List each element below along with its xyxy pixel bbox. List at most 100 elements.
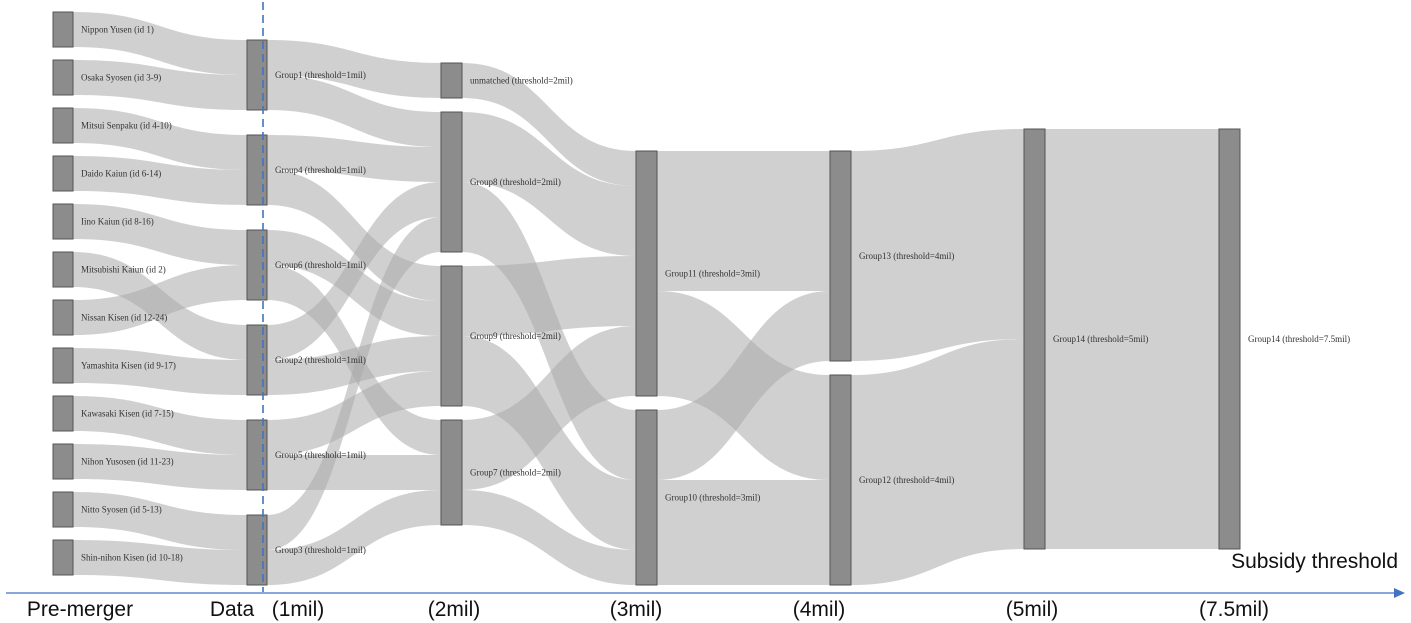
link-n2-g1 [73, 60, 247, 110]
node-g12: Group12 (threshold=4mil) [829, 374, 954, 586]
link-n8-g2 [73, 348, 247, 395]
link-g11-g13 [657, 151, 830, 291]
node-g9: Group9 (threshold=2mil) [440, 265, 561, 407]
link-n9-g5 [73, 396, 247, 455]
node-label-n7: Nissan Kisen (id 12-24) [81, 313, 167, 323]
node-bar-g12 [829, 374, 852, 586]
node-g14b: Group14 (threshold=7.5mil) [1218, 128, 1350, 550]
node-bar-g14a [1023, 128, 1046, 550]
node-bar-n5 [52, 203, 74, 240]
node-bar-g10 [635, 409, 658, 586]
stage-label-pre-merger: Pre-merger [27, 598, 133, 621]
link-n6-g2 [73, 252, 247, 360]
link-g13-g14a [851, 129, 1024, 361]
node-bar-n1 [52, 11, 74, 48]
link-n1-g1 [73, 12, 247, 75]
links-layer [73, 12, 1219, 585]
link-g3-g8 [267, 217, 441, 550]
node-g4: Group4 (threshold=1mil) [246, 134, 366, 206]
link-n12-g3 [73, 540, 247, 585]
node-g1: Group1 (threshold=1mil) [246, 39, 366, 111]
node-bar-n8 [52, 347, 74, 384]
link-um-g11 [462, 63, 636, 186]
node-bar-g6 [246, 229, 268, 301]
node-bar-g11 [635, 150, 658, 397]
link-g7-g10 [462, 490, 636, 585]
stage-axis: Subsidy threshold Pre-merger Data (1mil)… [6, 550, 1405, 621]
link-g10-g13 [657, 291, 830, 480]
link-g1-g8 [267, 75, 441, 147]
node-label-n5: Iino Kaiun (id 8-16) [81, 217, 154, 227]
node-bar-g4 [246, 134, 268, 206]
link-g2-g8 [267, 182, 441, 360]
node-g13: Group13 (threshold=4mil) [829, 150, 954, 362]
right-arrow-icon [1394, 588, 1405, 598]
stage-label-4mil: (4mil) [793, 598, 846, 621]
node-bar-g9 [440, 265, 463, 407]
node-bar-g5 [246, 419, 268, 491]
link-g5-g9 [267, 371, 441, 455]
node-label-g10: Group10 (threshold=3mil) [665, 493, 760, 503]
node-n6: Mitsubishi Kaiun (id 2) [52, 251, 166, 288]
node-label-g9: Group9 (threshold=2mil) [470, 331, 561, 341]
node-bar-g7 [440, 419, 463, 526]
stage-label-7-5mil: (7.5mil) [1199, 598, 1269, 621]
link-g5-g7 [267, 455, 441, 490]
node-g5: Group5 (threshold=1mil) [246, 419, 366, 491]
node-g3: Group3 (threshold=1mil) [246, 514, 366, 586]
stage-label-3mil: (3mil) [610, 598, 663, 621]
link-g3-g7 [267, 490, 441, 585]
link-g14a-g14b [1045, 129, 1219, 549]
node-n5: Iino Kaiun (id 8-16) [52, 203, 154, 240]
node-bar-n10 [52, 443, 74, 480]
node-g2: Group2 (threshold=1mil) [246, 324, 366, 396]
node-bar-um [440, 62, 463, 99]
node-n12: Shin-nihon Kisen (id 10-18) [52, 539, 183, 576]
link-g12-g14a [851, 339, 1024, 585]
node-n1: Nippon Yusen (id 1) [52, 11, 154, 48]
node-n9: Kawasaki Kisen (id 7-15) [52, 395, 174, 432]
node-label-um: unmatched (threshold=2mil) [470, 76, 573, 86]
node-bar-g14b [1218, 128, 1241, 550]
nodes-layer: Nippon Yusen (id 1) Osaka Syosen (id 3-9)… [52, 11, 1350, 586]
node-um: unmatched (threshold=2mil) [440, 62, 573, 99]
node-bar-n12 [52, 539, 74, 576]
node-label-n3: Mitsui Senpaku (id 4-10) [81, 121, 172, 131]
node-bar-g1 [246, 39, 268, 111]
node-n3: Mitsui Senpaku (id 4-10) [52, 107, 172, 144]
node-label-g1: Group1 (threshold=1mil) [275, 70, 366, 80]
node-label-g11: Group11 (threshold=3mil) [665, 269, 760, 279]
stage-label-1mil: (1mil) [272, 598, 325, 621]
node-label-g4: Group4 (threshold=1mil) [275, 165, 366, 175]
node-bar-n3 [52, 107, 74, 144]
node-bar-g13 [829, 150, 852, 362]
node-n2: Osaka Syosen (id 3-9) [52, 59, 161, 96]
link-g8-g11 [462, 112, 636, 256]
node-label-g2: Group2 (threshold=1mil) [275, 355, 366, 365]
node-label-n8: Yamashita Kisen (id 9-17) [81, 361, 176, 371]
node-label-n12: Shin-nihon Kisen (id 10-18) [81, 553, 183, 563]
node-bar-n2 [52, 59, 74, 96]
node-label-g14b: Group14 (threshold=7.5mil) [1248, 334, 1350, 344]
link-g4-g8 [267, 135, 441, 182]
node-g10: Group10 (threshold=3mil) [635, 409, 760, 586]
node-bar-n9 [52, 395, 74, 432]
link-g10-g12 [657, 480, 830, 585]
node-label-g3: Group3 (threshold=1mil) [275, 545, 366, 555]
node-g14a: Group14 (threshold=5mil) [1023, 128, 1148, 550]
node-bar-n6 [52, 251, 74, 288]
node-bar-g2 [246, 324, 268, 396]
link-n4-g4 [73, 156, 247, 205]
node-g11: Group11 (threshold=3mil) [635, 150, 760, 397]
node-bar-n7 [52, 299, 74, 336]
node-label-n2: Osaka Syosen (id 3-9) [81, 73, 161, 83]
node-bar-g8 [440, 111, 463, 253]
node-label-n9: Kawasaki Kisen (id 7-15) [81, 409, 174, 419]
link-g1-um [267, 40, 441, 98]
link-n3-g4 [73, 108, 247, 170]
link-g2-g9 [267, 336, 441, 395]
node-n7: Nissan Kisen (id 12-24) [52, 299, 167, 336]
node-n4: Daido Kaiun (id 6-14) [52, 155, 161, 192]
node-label-g14a: Group14 (threshold=5mil) [1053, 334, 1148, 344]
